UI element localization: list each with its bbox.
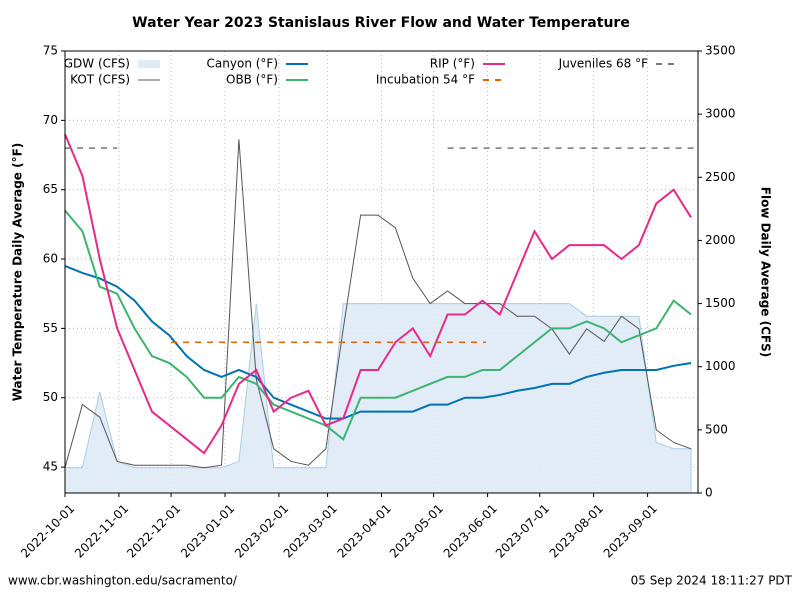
series-line	[64, 139, 692, 469]
y2-tick-label: 1500	[705, 296, 736, 310]
y2-axis-label: Flow Daily Average (CFS)	[759, 187, 773, 357]
y-tick-label: 45	[43, 460, 58, 474]
y-tick-label: 50	[43, 390, 58, 404]
y-tick-label: 65	[43, 182, 58, 196]
timestamp: 05 Sep 2024 18:11:27 PDT	[631, 574, 793, 588]
series-line	[64, 265, 692, 420]
y2-tick-label: 3000	[705, 107, 736, 121]
series-line	[64, 133, 692, 455]
chart-title: Water Year 2023 Stanislaus River Flow an…	[132, 15, 630, 31]
y2-tick-label: 500	[705, 422, 728, 436]
y2-tick-label: 3500	[705, 44, 736, 58]
legend-label: Incubation 54 °F	[376, 73, 475, 87]
legend-label: RIP (°F)	[430, 57, 475, 71]
legend-label: GDW (CFS)	[64, 57, 130, 71]
y2-tick-label: 2000	[705, 233, 736, 247]
y2-tick-label: 2500	[705, 170, 736, 184]
source-text: www.cbr.washington.edu/sacramento/	[8, 574, 238, 588]
y2-tick-label: 1000	[705, 359, 736, 373]
y2-tick-label: 0	[705, 486, 713, 500]
legend-label: Juveniles 68 °F	[558, 57, 648, 71]
y-tick-label: 70	[43, 113, 58, 127]
y-axis-label: Water Temperature Daily Average (°F)	[11, 143, 25, 402]
series-line	[64, 209, 692, 441]
y-tick-label: 55	[43, 321, 58, 335]
y-tick-label: 60	[43, 252, 58, 266]
legend-label: OBB (°F)	[226, 73, 278, 87]
legend-swatch	[138, 60, 160, 68]
legend-label: Canyon (°F)	[207, 57, 278, 71]
legend-label: KOT (CFS)	[70, 73, 130, 87]
plot-frame	[64, 50, 699, 494]
y-tick-label: 75	[43, 44, 58, 58]
